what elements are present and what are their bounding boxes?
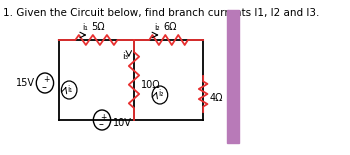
Text: 1. Given the Circuit below, find branch currents I1, I2 and I3.: 1. Given the Circuit below, find branch … [2,8,319,18]
Bar [228,10,239,143]
Text: 5Ω: 5Ω [91,22,105,32]
Text: 15V: 15V [16,78,35,88]
Text: i₁: i₁ [82,23,88,32]
Text: 10Ω: 10Ω [141,80,161,90]
Text: +: + [43,75,50,84]
Text: –: – [42,82,47,92]
Text: i₁: i₁ [68,84,73,93]
Text: 10V: 10V [113,118,132,128]
Text: +: + [100,113,107,122]
Text: 4Ω: 4Ω [209,93,223,103]
Text: i₂: i₂ [154,23,160,32]
Text: i₃: i₃ [122,52,128,61]
Text: 6Ω: 6Ω [163,22,177,32]
Text: i₂: i₂ [158,89,163,98]
Text: –: – [99,119,104,129]
